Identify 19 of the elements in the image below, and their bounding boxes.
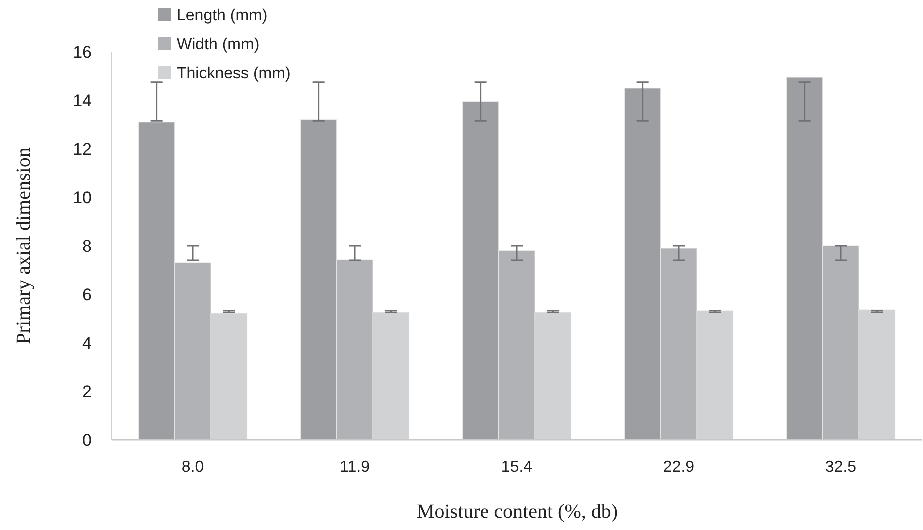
y-tick-label: 10 bbox=[73, 188, 92, 208]
x-axis-title: Moisture content (%, db) bbox=[416, 501, 618, 523]
x-tick-label: 32.5 bbox=[825, 459, 857, 476]
y-tick-label: 4 bbox=[82, 334, 92, 353]
y-tick-label: 16 bbox=[73, 42, 92, 62]
legend-label: Thickness (mm) bbox=[177, 66, 291, 83]
y-tick-label: 14 bbox=[73, 91, 92, 110]
x-tick-label: 15.4 bbox=[501, 459, 533, 476]
y-tick-label: 6 bbox=[82, 285, 92, 304]
x-tick-label: 8.0 bbox=[182, 459, 204, 476]
legend-label: Length (mm) bbox=[177, 8, 268, 25]
x-tick-label: 11.9 bbox=[340, 459, 370, 476]
y-tick-label: 12 bbox=[73, 140, 92, 159]
y-tick-label: 0 bbox=[82, 430, 92, 450]
y-tick-label: 2 bbox=[82, 382, 92, 402]
x-tick-label: 22.9 bbox=[663, 459, 695, 476]
y-axis-title: Primary axial dimension bbox=[13, 148, 35, 344]
y-tick-label: 8 bbox=[82, 236, 92, 256]
legend-label: Width (mm) bbox=[177, 36, 260, 54]
